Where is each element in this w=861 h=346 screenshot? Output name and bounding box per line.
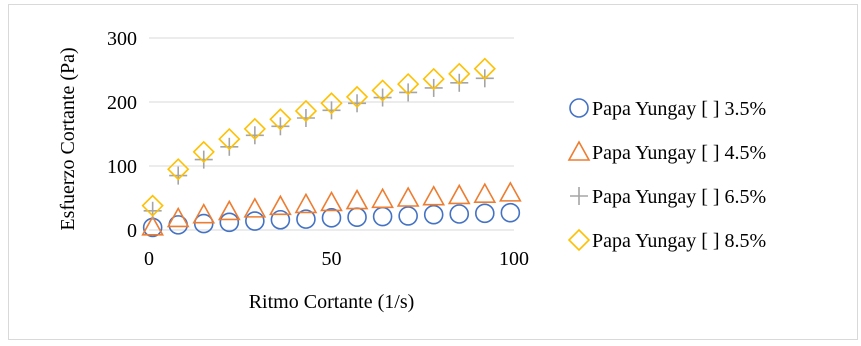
chart-frame xyxy=(8,4,858,340)
data-point xyxy=(141,215,165,236)
data-point xyxy=(448,62,471,85)
y-tick-labels: 0 100 200 300 xyxy=(107,28,137,242)
data-point xyxy=(193,213,214,234)
data-point xyxy=(194,150,213,169)
legend-item-2: Papa Yungay [ ] 4.5% xyxy=(567,140,766,164)
data-point xyxy=(294,99,318,123)
data-point xyxy=(166,206,190,228)
data-point xyxy=(320,190,343,212)
series-4 xyxy=(141,57,496,217)
series-2 xyxy=(141,181,522,236)
data-point xyxy=(474,203,495,224)
data-point xyxy=(372,206,393,227)
data-point xyxy=(322,101,341,120)
data-point xyxy=(141,194,164,217)
data-point xyxy=(296,209,316,229)
legend-marker xyxy=(570,187,588,205)
data-point xyxy=(371,187,394,209)
data-point xyxy=(167,158,190,181)
data-point xyxy=(500,202,521,223)
legend-label: Papa Yungay [ ] 3.5% xyxy=(592,98,766,120)
y-tick-label: 0 xyxy=(127,220,137,242)
data-point xyxy=(473,57,496,80)
data-point xyxy=(371,79,394,102)
series-1 xyxy=(142,202,521,238)
legend-marker xyxy=(567,228,591,252)
legend-marker xyxy=(567,140,591,161)
data-point xyxy=(220,137,239,156)
data-point xyxy=(245,211,265,231)
data-point xyxy=(320,92,343,115)
data-point xyxy=(398,206,418,226)
y-axis-title: Esfuerzo Cortante (Pa) xyxy=(57,47,79,230)
data-point xyxy=(271,117,290,136)
x-tick-labels: 0 50 100 xyxy=(144,248,529,270)
data-series xyxy=(141,57,522,238)
data-point xyxy=(169,166,188,185)
data-point xyxy=(348,94,367,113)
data-point xyxy=(296,109,315,127)
series-3 xyxy=(143,69,494,220)
data-point xyxy=(449,204,470,224)
legend-item-3: Papa Yungay [ ] 6.5% xyxy=(570,186,766,208)
y-tick-label: 300 xyxy=(107,28,137,50)
data-point xyxy=(498,181,522,202)
data-point xyxy=(423,204,444,225)
data-point xyxy=(269,194,292,216)
data-point xyxy=(269,108,292,131)
data-point xyxy=(192,140,215,164)
data-point xyxy=(473,182,497,203)
legend: Papa Yungay [ ] 3.5% Papa Yungay [ ] 4.5%… xyxy=(567,98,766,252)
legend-label: Papa Yungay [ ] 6.5% xyxy=(592,186,766,208)
data-point xyxy=(218,127,241,151)
legend-item-4: Papa Yungay [ ] 8.5% xyxy=(567,228,766,252)
legend-label: Papa Yungay [ ] 4.5% xyxy=(592,142,766,164)
data-point xyxy=(245,126,264,145)
data-point xyxy=(447,183,471,205)
y-tick-label: 200 xyxy=(107,92,137,114)
data-point xyxy=(192,202,216,224)
data-point xyxy=(422,67,445,91)
data-point xyxy=(217,199,241,221)
legend-item-1: Papa Yungay [ ] 3.5% xyxy=(569,98,766,120)
data-point xyxy=(397,72,420,96)
data-point xyxy=(143,201,162,220)
data-point xyxy=(243,197,267,218)
data-point xyxy=(294,192,318,214)
data-point xyxy=(399,83,418,102)
data-point xyxy=(219,212,240,233)
x-tick-label: 50 xyxy=(322,248,342,270)
data-point xyxy=(373,88,392,107)
data-point xyxy=(347,207,367,227)
y-tick-label: 100 xyxy=(107,156,137,178)
legend-marker xyxy=(569,98,589,118)
data-point xyxy=(396,186,420,207)
data-point xyxy=(270,209,291,230)
legend-label: Papa Yungay [ ] 8.5% xyxy=(592,230,766,252)
data-point xyxy=(345,85,369,109)
data-point xyxy=(321,208,342,228)
x-axis-title: Ritmo Cortante (1/s) xyxy=(249,291,415,313)
gridlines xyxy=(149,37,514,231)
x-tick-label: 0 xyxy=(144,248,154,270)
data-point xyxy=(345,188,369,210)
data-point xyxy=(243,117,266,141)
data-point xyxy=(422,185,446,206)
x-tick-label: 100 xyxy=(499,248,529,270)
